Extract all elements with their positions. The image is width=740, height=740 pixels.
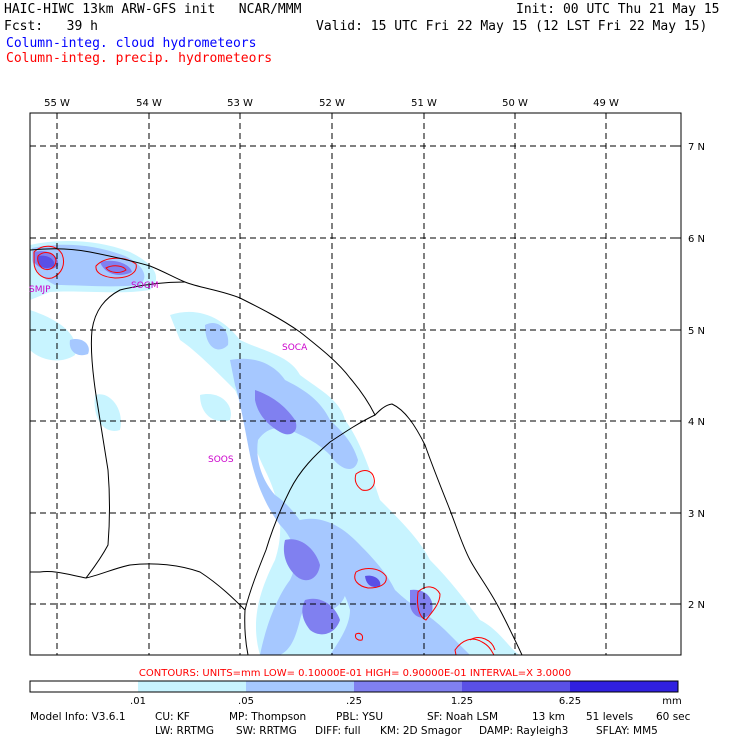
valid-time: Valid: 15 UTC Fri 22 May 15 (12 LST Fri … bbox=[316, 19, 708, 34]
lat-label: 4 N bbox=[688, 417, 705, 428]
model-info: PBL: YSU bbox=[336, 711, 384, 723]
lat-label: 3 N bbox=[688, 509, 705, 520]
lat-label: 5 N bbox=[688, 326, 705, 337]
model-info: 51 levels bbox=[586, 711, 634, 723]
legend-cloud: Column-integ. cloud hydrometeors bbox=[6, 36, 257, 51]
model-info: CU: KF bbox=[155, 711, 190, 723]
lon-label: 53 W bbox=[227, 98, 253, 109]
model-info: 60 sec bbox=[656, 711, 691, 723]
station-label: SOGM bbox=[131, 281, 159, 291]
model-info: KM: 2D Smagor bbox=[380, 725, 462, 737]
tick-marks bbox=[56, 113, 681, 605]
station-label: SOOS bbox=[208, 455, 234, 465]
graticule bbox=[30, 113, 681, 655]
init-time: Init: 00 UTC Thu 21 May 15 bbox=[516, 2, 720, 17]
station-label: SMJP bbox=[29, 285, 51, 295]
precip-contours bbox=[33, 245, 496, 655]
colorbar-tick: .05 bbox=[238, 696, 254, 707]
lon-label: 51 W bbox=[411, 98, 437, 109]
colorbar-units: mm bbox=[662, 696, 681, 707]
contour-info: CONTOURS: UNITS=mm LOW= 0.10000E-01 HIGH… bbox=[139, 668, 571, 679]
colorbar bbox=[29, 680, 679, 693]
lon-label: 49 W bbox=[593, 98, 619, 109]
lat-label: 6 N bbox=[688, 234, 705, 245]
lon-label: 55 W bbox=[44, 98, 70, 109]
model-info: SF: Noah LSM bbox=[427, 711, 499, 723]
title: HAIC-HIWC 13km ARW-GFS init NCAR/MMM bbox=[4, 2, 302, 17]
colorbar-tick: .01 bbox=[130, 696, 146, 707]
model-info: Model Info: V3.6.1 bbox=[30, 711, 126, 723]
coastline bbox=[30, 248, 523, 655]
colorbar-tick: 6.25 bbox=[559, 696, 581, 707]
lon-label: 54 W bbox=[136, 98, 162, 109]
hydrometeor-shading bbox=[30, 240, 520, 655]
model-info: SW: RRTMG bbox=[236, 725, 297, 737]
model-info: DAMP: Rayleigh3 bbox=[479, 725, 569, 737]
station-label: SOCA bbox=[282, 343, 308, 353]
colorbar-tick: 1.25 bbox=[451, 696, 473, 707]
model-info: LW: RRTMG bbox=[155, 725, 214, 737]
lat-label: 7 N bbox=[688, 142, 705, 153]
lon-label: 50 W bbox=[502, 98, 528, 109]
legend-precip: Column-integ. precip. hydrometeors bbox=[6, 51, 273, 66]
lat-label: 2 N bbox=[688, 600, 705, 611]
lon-label: 52 W bbox=[319, 98, 345, 109]
plot-frame bbox=[29, 112, 682, 656]
model-info: SFLAY: MM5 bbox=[596, 725, 658, 737]
model-info: MP: Thompson bbox=[229, 711, 307, 723]
model-info: 13 km bbox=[532, 711, 566, 723]
colorbar-tick: .25 bbox=[346, 696, 362, 707]
forecast-hour: Fcst: 39 h bbox=[4, 19, 98, 34]
model-info: DIFF: full bbox=[315, 725, 361, 737]
